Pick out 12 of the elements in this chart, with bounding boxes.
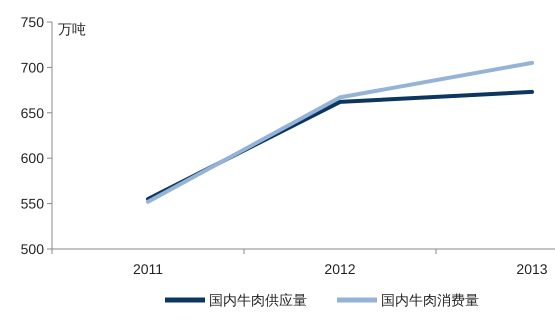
legend-label: 国内牛肉供应量 — [209, 292, 307, 308]
x-tick-label: 2013 — [516, 261, 548, 277]
y-tick-label: 650 — [20, 104, 44, 121]
legend-label: 国内牛肉消费量 — [381, 292, 479, 308]
y-tick-label: 600 — [20, 150, 44, 166]
x-tick-label: 2011 — [132, 261, 164, 277]
y-axis-title: 万吨 — [58, 21, 86, 37]
y-tick-label: 700 — [20, 59, 44, 76]
x-tick-label: 2012 — [324, 261, 356, 277]
y-tick-label: 750 — [20, 14, 44, 30]
y-tick-label: 550 — [20, 196, 44, 212]
y-tick-label: 500 — [20, 241, 44, 257]
